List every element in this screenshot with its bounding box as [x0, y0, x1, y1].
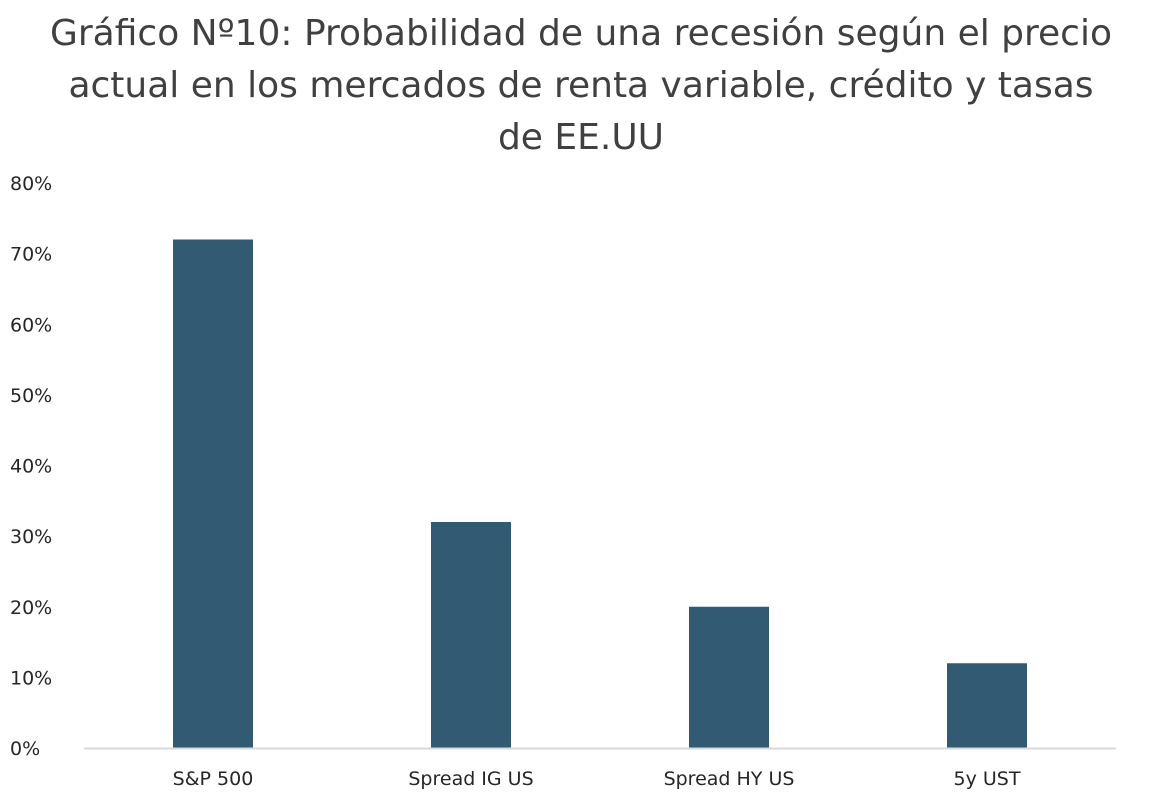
y-tick-label: 50%: [10, 385, 52, 407]
bar: [173, 239, 253, 748]
bars: [173, 239, 1027, 748]
chart-title-line-2: actual en los mercados de renta variable…: [68, 65, 1094, 106]
chart-title-line-1: Gráfico Nº10: Probabilidad de una recesi…: [49, 13, 1113, 54]
y-tick-label: 80%: [10, 173, 52, 195]
chart-title: Gráfico Nº10: Probabilidad de una recesi…: [0, 8, 1162, 164]
y-axis-tick-labels: 0% 10% 20% 30% 40% 50% 60% 70% 80%: [10, 173, 52, 760]
bar: [947, 663, 1027, 748]
y-tick-label: 30%: [10, 526, 52, 548]
x-axis-category-labels: S&P 500 Spread IG US Spread HY US 5y UST: [173, 768, 1021, 790]
y-tick-label: 20%: [10, 597, 52, 619]
x-category-label: 5y UST: [954, 768, 1021, 790]
x-category-label: Spread HY US: [664, 768, 795, 790]
y-tick-label: 40%: [10, 456, 52, 478]
y-tick-label: 70%: [10, 244, 52, 266]
chart-title-line-3: de EE.UU: [497, 117, 665, 158]
x-category-label: Spread IG US: [408, 768, 533, 790]
x-category-label: S&P 500: [173, 768, 254, 790]
bar: [689, 606, 769, 748]
bar: [431, 522, 511, 748]
y-tick-label: 10%: [10, 667, 52, 689]
y-tick-label: 0%: [10, 738, 40, 760]
y-tick-label: 60%: [10, 314, 52, 336]
